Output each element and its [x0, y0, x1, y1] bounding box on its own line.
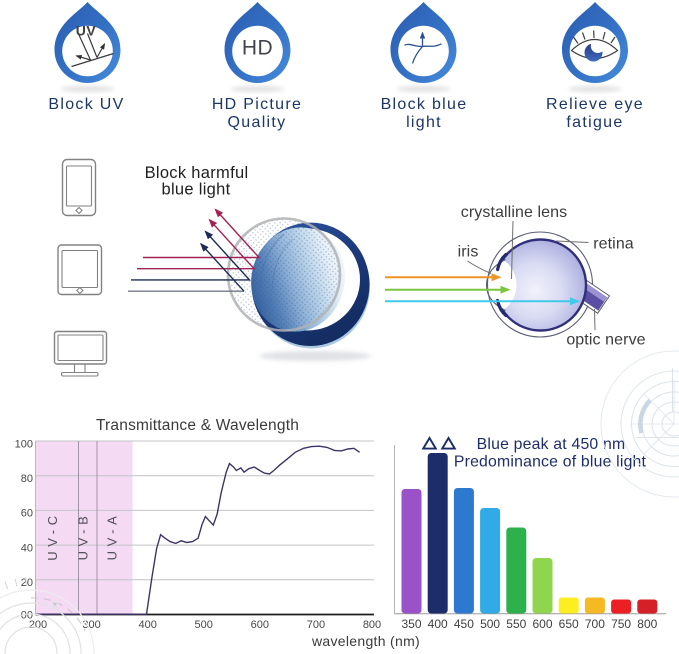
svg-text:wavelength (nm): wavelength (nm) [311, 633, 420, 649]
svg-text:Quality: Quality [228, 114, 287, 131]
svg-text:crystalline lens: crystalline lens [461, 204, 568, 221]
svg-text:UV-C: UV-C [45, 511, 60, 560]
svg-text:00: 00 [21, 610, 33, 622]
svg-text:light: light [406, 114, 442, 131]
svg-text:80: 80 [21, 473, 33, 485]
svg-text:60: 60 [21, 508, 33, 520]
svg-text:450: 450 [454, 617, 474, 631]
svg-text:350: 350 [401, 617, 421, 631]
svg-text:retina: retina [593, 236, 634, 253]
svg-text:750: 750 [611, 617, 631, 631]
svg-text:700: 700 [307, 619, 325, 631]
svg-text:Block harmful: Block harmful [145, 164, 249, 182]
svg-text:400: 400 [139, 619, 157, 631]
svg-text:UV-B: UV-B [76, 512, 91, 561]
svg-text:Block blue: Block blue [381, 96, 468, 113]
svg-text:100: 100 [15, 439, 33, 451]
svg-text:HD Picture: HD Picture [212, 96, 302, 113]
svg-text:HD: HD [242, 37, 273, 60]
svg-text:700: 700 [585, 617, 605, 631]
svg-text:iris: iris [458, 244, 479, 261]
svg-text:UV-A: UV-A [105, 512, 120, 561]
svg-text:650: 650 [559, 617, 579, 631]
svg-text:blue light: blue light [161, 181, 230, 199]
svg-text:Blue peak at 450 nm: Blue peak at 450 nm [477, 436, 626, 453]
svg-text:fatigue: fatigue [566, 114, 623, 131]
svg-text:500: 500 [195, 619, 213, 631]
svg-text:500: 500 [480, 617, 500, 631]
svg-text:200: 200 [29, 619, 47, 631]
svg-text:550: 550 [506, 617, 526, 631]
svg-text:400: 400 [428, 617, 448, 631]
svg-text:600: 600 [251, 619, 269, 631]
svg-text:800: 800 [363, 619, 381, 631]
svg-text:Transmittance & Wavelength: Transmittance & Wavelength [96, 417, 299, 434]
svg-text:800: 800 [637, 617, 657, 631]
svg-text:40: 40 [21, 543, 33, 555]
svg-text:Relieve eye: Relieve eye [546, 96, 644, 113]
svg-text:20: 20 [21, 577, 33, 589]
svg-text:UV: UV [76, 23, 97, 39]
svg-text:Block UV: Block UV [48, 96, 124, 113]
svg-text:optic nerve: optic nerve [566, 332, 645, 349]
svg-text:Predominance of blue light: Predominance of blue light [454, 454, 647, 471]
svg-text:300: 300 [82, 619, 100, 631]
svg-text:600: 600 [532, 617, 552, 631]
